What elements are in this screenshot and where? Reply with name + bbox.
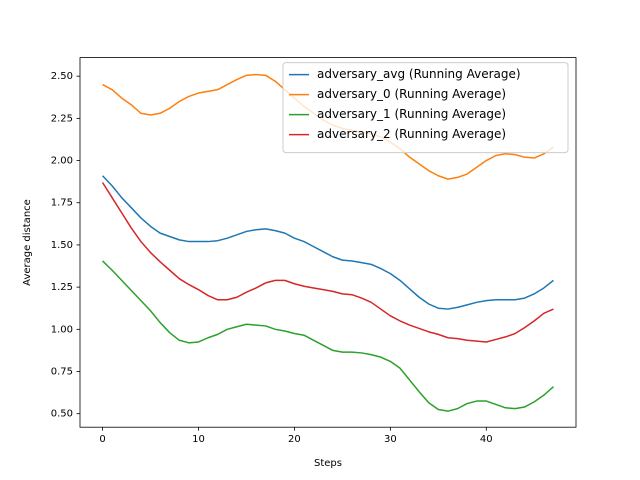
y-axis-label: Average distance (22, 199, 33, 286)
x-axis-label: Steps (314, 458, 342, 469)
y-tick-label: 1.25 (51, 282, 73, 293)
legend-box (282, 62, 569, 154)
y-tick-label: 1.75 (51, 198, 73, 209)
x-tick-label: 20 (288, 434, 301, 445)
series-line (102, 175, 554, 310)
y-tick-label: 0.75 (51, 367, 73, 378)
y-tick-label: 2.50 (51, 71, 73, 82)
y-tick-label: 1.50 (51, 240, 73, 251)
y-tick-label: 2.25 (51, 113, 73, 124)
legend-label: adversary_avg (Running Average) (317, 67, 521, 81)
series-line (102, 260, 554, 412)
x-tick-label: 0 (99, 434, 105, 445)
legend: adversary_avg (Running Average) adversary… (282, 62, 569, 154)
legend-label: adversary_2 (Running Average) (317, 127, 506, 141)
series-line (101, 182, 554, 343)
y-tick-label: 2.00 (51, 156, 73, 167)
y-tick-label: 1.00 (51, 324, 73, 335)
x-tick-label: 10 (192, 434, 205, 445)
legend-label: adversary_0 (Running Average) (317, 87, 506, 101)
axes-frame (79, 57, 577, 428)
x-tick-label: 40 (480, 434, 493, 445)
y-tick-label: 0.50 (51, 409, 73, 420)
legend-label: adversary_1 (Running Average) (317, 107, 506, 121)
x-tick-label: 30 (384, 434, 397, 445)
